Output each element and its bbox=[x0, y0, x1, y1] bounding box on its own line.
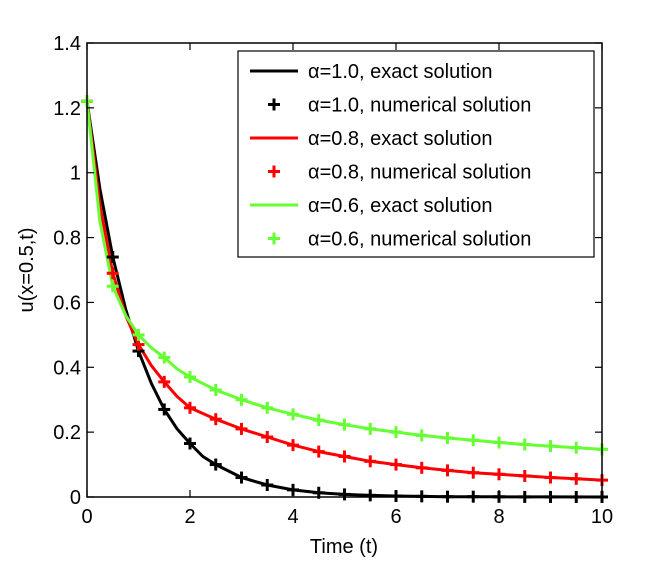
y-tick-label: 0.4 bbox=[53, 357, 81, 379]
legend-label-4: α=0.6, exact solution bbox=[308, 195, 492, 217]
x-tick-label: 6 bbox=[390, 506, 401, 528]
y-tick-label: 1.4 bbox=[53, 33, 81, 55]
x-tick-label: 0 bbox=[81, 506, 92, 528]
data-point-s5-2 bbox=[132, 328, 145, 341]
legend-swatch-5 bbox=[268, 232, 280, 245]
data-point-s5-4 bbox=[184, 371, 196, 384]
data-point-s3-4 bbox=[184, 401, 196, 414]
data-point-s3-5 bbox=[209, 413, 222, 426]
y-tick-label: 0.8 bbox=[53, 228, 81, 250]
data-point-s5-12 bbox=[390, 426, 402, 439]
data-point-s3-18 bbox=[544, 471, 557, 484]
legend-swatch-3 bbox=[268, 165, 280, 178]
data-point-s5-6 bbox=[235, 393, 248, 406]
legend-label-2: α=0.8, exact solution bbox=[308, 128, 492, 150]
legend-box bbox=[237, 50, 595, 258]
data-point-s5-19 bbox=[570, 441, 583, 454]
y-tick-label: 0.2 bbox=[53, 422, 81, 444]
data-point-s3-11 bbox=[364, 455, 377, 468]
data-point-s5-13 bbox=[415, 429, 428, 442]
data-point-s1-11 bbox=[364, 489, 377, 502]
data-point-s3-19 bbox=[570, 472, 583, 485]
data-point-s3-8 bbox=[287, 439, 299, 452]
data-point-s3-1 bbox=[106, 267, 119, 280]
data-point-s3-15 bbox=[467, 466, 480, 479]
data-point-s5-14 bbox=[441, 431, 454, 444]
axes-layer: 0 2 4 6 8 10 0 0.2 0.4 0.6 0.8 1 1.2 1.4 bbox=[53, 33, 613, 528]
legend: α=1.0, exact solution α=1.0, numerical so… bbox=[237, 50, 595, 258]
legend-label-0: α=1.0, exact solution bbox=[308, 61, 492, 83]
data-point-s3-3 bbox=[158, 375, 171, 388]
data-point-s1-4 bbox=[184, 437, 196, 450]
data-point-s5-8 bbox=[287, 408, 299, 421]
data-point-s1-3 bbox=[158, 403, 171, 416]
data-point-s5-16 bbox=[493, 436, 505, 449]
data-point-s1-5 bbox=[209, 458, 222, 471]
data-point-s5-18 bbox=[544, 440, 557, 453]
data-point-s3-14 bbox=[441, 464, 454, 477]
y-axis-label: u(x=0.5,t) bbox=[16, 227, 38, 312]
series-layer bbox=[81, 95, 608, 503]
data-point-s5-10 bbox=[338, 418, 351, 431]
data-point-s5-1 bbox=[106, 280, 119, 293]
data-point-s5-15 bbox=[467, 434, 480, 447]
y-tick-label: 0 bbox=[70, 487, 81, 509]
data-point-s1-10 bbox=[338, 488, 351, 501]
y-tick-label: 1.2 bbox=[53, 98, 81, 120]
legend-label-5: α=0.6, numerical solution bbox=[308, 229, 531, 251]
x-tick-label: 2 bbox=[184, 506, 195, 528]
x-axis-label: Time (t) bbox=[310, 536, 378, 558]
data-point-s3-17 bbox=[518, 469, 531, 482]
data-point-s3-7 bbox=[261, 431, 274, 444]
data-point-s1-6 bbox=[235, 471, 248, 484]
data-point-s3-13 bbox=[415, 461, 428, 474]
legend-label-1: α=1.0, numerical solution bbox=[308, 95, 531, 117]
data-point-s5-17 bbox=[518, 438, 531, 451]
data-point-s3-9 bbox=[312, 445, 325, 458]
data-point-s5-9 bbox=[312, 414, 325, 427]
legend-swatch-1 bbox=[268, 98, 280, 111]
data-point-s5-5 bbox=[209, 383, 222, 396]
data-point-s5-3 bbox=[158, 351, 171, 364]
data-point-s3-6 bbox=[235, 422, 248, 435]
data-point-s5-11 bbox=[364, 422, 377, 435]
data-point-s3-16 bbox=[493, 468, 505, 481]
data-point-s5-7 bbox=[261, 401, 274, 414]
x-tick-label: 8 bbox=[493, 506, 504, 528]
x-tick-label: 4 bbox=[287, 506, 298, 528]
data-point-s3-10 bbox=[338, 450, 351, 463]
y-tick-label: 1 bbox=[70, 163, 81, 185]
x-tick-label: 10 bbox=[591, 506, 613, 528]
legend-label-3: α=0.8, numerical solution bbox=[308, 162, 531, 184]
data-point-s1-7 bbox=[261, 479, 274, 492]
axes-frame bbox=[86, 42, 603, 498]
data-point-s3-12 bbox=[390, 458, 402, 471]
y-tick-label: 0.6 bbox=[53, 292, 81, 314]
data-point-s1-1 bbox=[106, 251, 119, 264]
